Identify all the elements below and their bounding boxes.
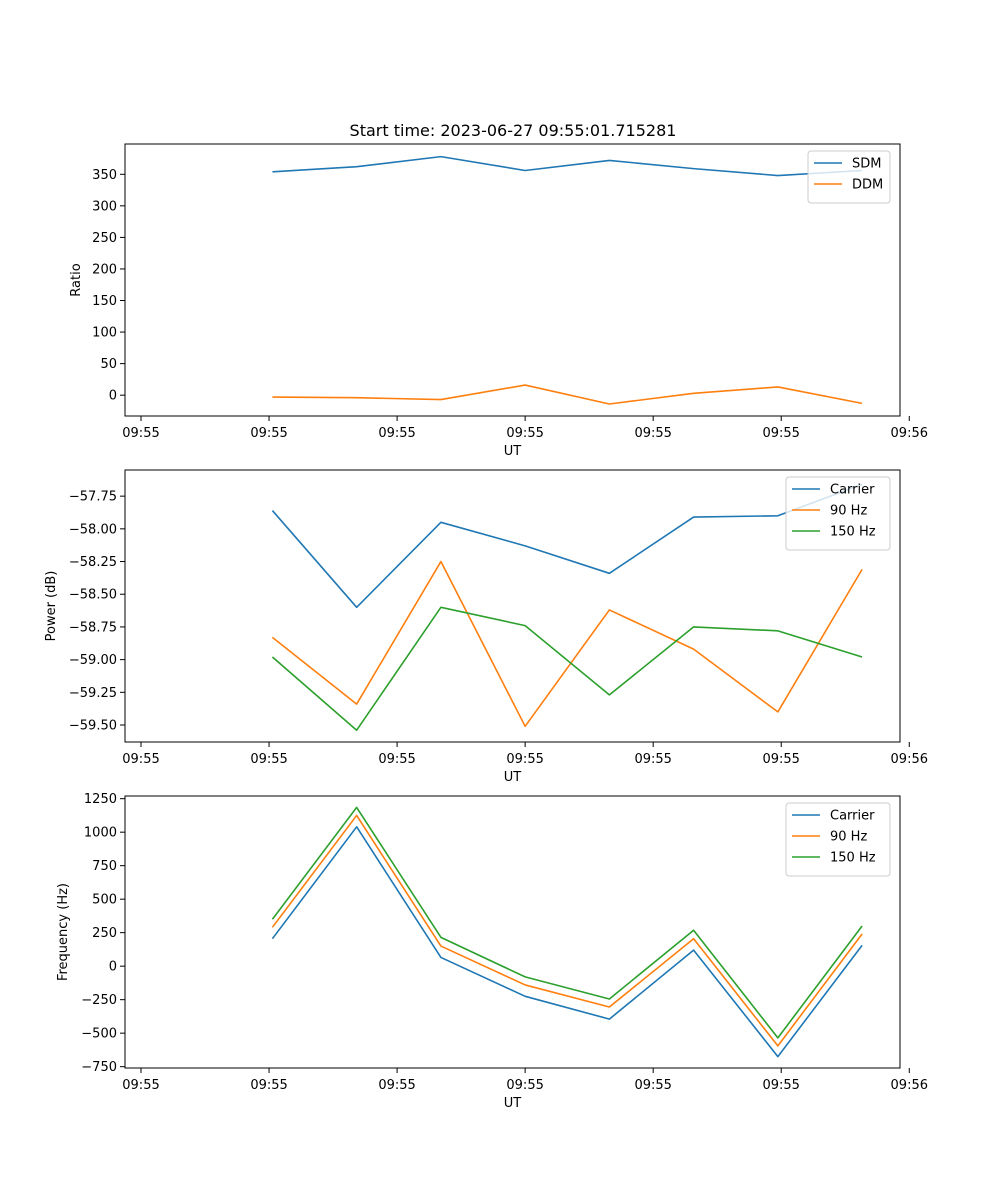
y-axis-label: Ratio [69, 263, 84, 296]
series-line-90-hz [271, 560, 863, 728]
legend-box [807, 150, 891, 204]
x-tick-label: 09:55 [378, 752, 415, 767]
x-tick-label: 09:56 [891, 426, 928, 441]
x-axis-label: UT [504, 770, 522, 785]
y-tick-label: 100 [92, 326, 117, 341]
legend-entry: SDM [852, 157, 881, 172]
y-tick-label: 1250 [84, 792, 117, 807]
x-axis-label: UT [504, 444, 522, 459]
series-line-150-hz [271, 606, 863, 732]
chart-panel-2: 09:55 09:55 09:55 09:55 09:55 09:55 09:56 −59.5… [44, 469, 928, 785]
y-tick-label: −58.00 [69, 522, 117, 537]
x-tick-label: 09:55 [378, 1078, 415, 1093]
x-tick-label: 09:55 [378, 426, 415, 441]
y-tick-label: 50 [100, 357, 117, 372]
legend-entry: 90 Hz [830, 830, 867, 845]
y-tick-label: 250 [92, 231, 117, 246]
x-tick-label: 09:55 [762, 1078, 799, 1093]
x-tick-label: 09:55 [122, 1078, 159, 1093]
legend-entry: 90 Hz [830, 504, 867, 519]
axes-frame [124, 143, 901, 417]
series-line-150-hz [271, 806, 863, 1039]
legend-entry: 150 Hz [830, 851, 876, 866]
series-line-90-hz [271, 814, 863, 1047]
y-tick-label: −250 [81, 993, 117, 1008]
figure-title: Start time: 2023-06-27 09:55:01.715281 [350, 121, 677, 140]
y-tick-label: 300 [92, 199, 117, 214]
x-tick-label: 09:55 [634, 426, 671, 441]
x-tick-label: 09:55 [634, 752, 671, 767]
series-line-sdm [272, 155, 863, 177]
series-line-ddm [272, 384, 863, 405]
chart-panel-3: 09:55 09:55 09:55 09:55 09:55 09:55 09:56 −750 −… [56, 792, 928, 1111]
x-tick-label: 09:55 [762, 752, 799, 767]
y-tick-label: −58.50 [69, 588, 117, 603]
series-line-carrier [271, 826, 863, 1058]
y-axis-label: Frequency (Hz) [56, 883, 71, 981]
legend-entry: 150 Hz [830, 525, 876, 540]
x-tick-label: 09:55 [250, 752, 287, 767]
y-tick-label: −57.75 [69, 490, 117, 505]
y-tick-label: 350 [92, 168, 117, 183]
axes-frame [124, 469, 901, 743]
y-tick-label: −59.25 [69, 686, 117, 701]
legend-entry: DDM [852, 178, 883, 193]
series-line-carrier [271, 483, 863, 609]
x-tick-label: 09:55 [122, 426, 159, 441]
x-axis-label: UT [504, 1096, 522, 1111]
x-tick-label: 09:56 [891, 1078, 928, 1093]
y-tick-label: −750 [81, 1060, 117, 1075]
x-tick-label: 09:55 [634, 1078, 671, 1093]
y-tick-label: −59.50 [69, 719, 117, 734]
legend-entry: Carrier [830, 809, 875, 824]
y-tick-label: 750 [92, 859, 117, 874]
y-tick-label: −58.75 [69, 620, 117, 635]
chart-panel-1: 09:55 09:55 09:55 09:55 09:55 09:55 09:56 0 50 10… [69, 143, 928, 459]
y-tick-label: 0 [109, 960, 117, 975]
y-tick-label: 1000 [84, 826, 117, 841]
x-tick-label: 09:55 [762, 426, 799, 441]
y-tick-label: −58.25 [69, 555, 117, 570]
x-tick-label: 09:55 [122, 752, 159, 767]
y-tick-label: 250 [92, 926, 117, 941]
legend-entry: Carrier [830, 483, 875, 498]
axes-frame [124, 795, 901, 1069]
y-tick-label: 200 [92, 262, 117, 277]
y-tick-label: 150 [92, 294, 117, 309]
y-tick-label: 0 [109, 389, 117, 404]
y-axis-label: Power (dB) [44, 571, 59, 642]
x-tick-label: 09:55 [250, 1078, 287, 1093]
y-tick-label: 500 [92, 893, 117, 908]
x-tick-label: 09:56 [891, 752, 928, 767]
y-tick-label: −500 [81, 1027, 117, 1042]
y-tick-label: −59.00 [69, 653, 117, 668]
x-tick-label: 09:55 [250, 426, 287, 441]
x-tick-label: 09:55 [506, 752, 543, 767]
x-tick-label: 09:55 [506, 426, 543, 441]
x-tick-label: 09:55 [506, 1078, 543, 1093]
